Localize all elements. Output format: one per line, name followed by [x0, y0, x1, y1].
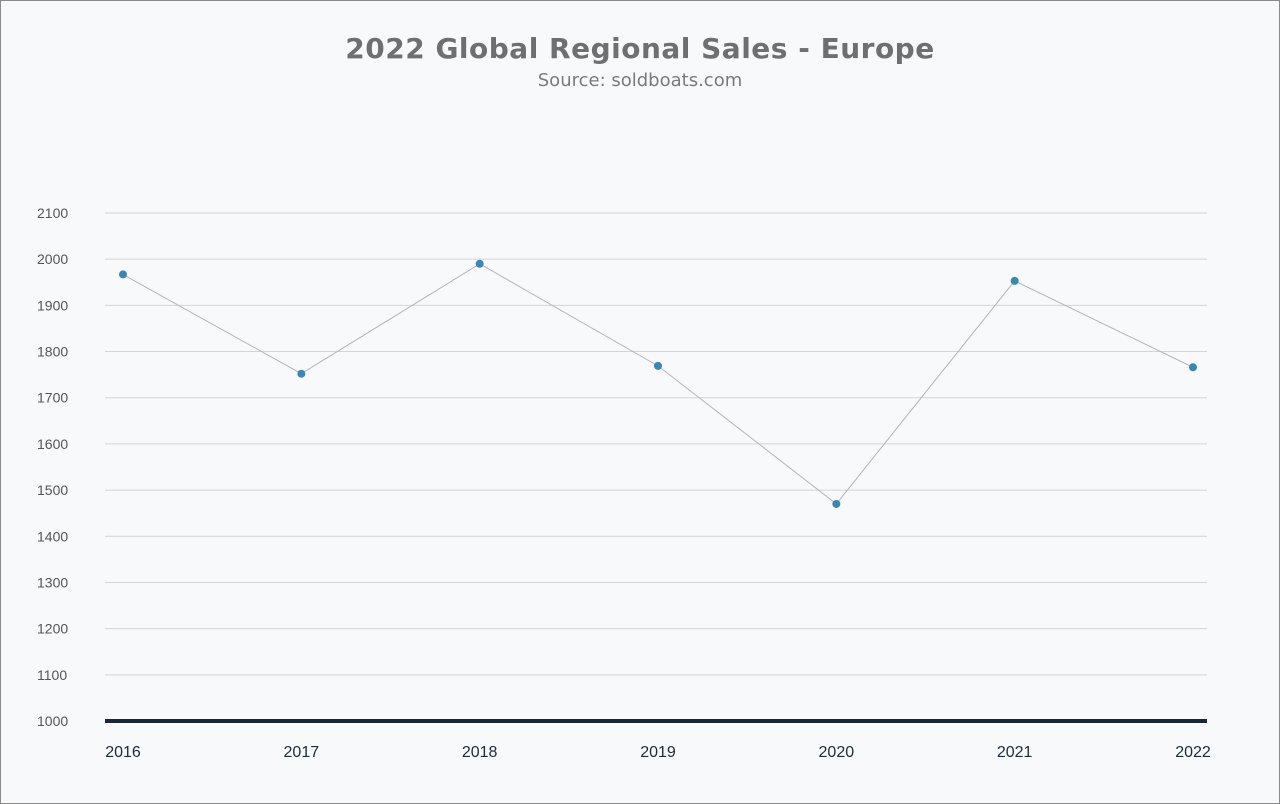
x-tick-label: 2022	[1175, 744, 1211, 761]
data-point	[475, 259, 484, 268]
x-tick-label: 2017	[284, 744, 320, 761]
x-tick-label: 2020	[819, 744, 855, 761]
x-tick-label: 2018	[462, 744, 498, 761]
series-points	[119, 259, 1197, 508]
y-tick-label: 1700	[37, 390, 68, 406]
chart-subtitle: Source: soldboats.com	[537, 70, 743, 91]
y-tick-label: 1900	[37, 297, 68, 313]
gridlines	[105, 212, 1207, 676]
y-axis-ticks: 1000 1100 1200 1300 1400 1500 1600 1700 1800 1900…	[37, 205, 68, 729]
y-tick-label: 1000	[37, 713, 68, 729]
y-tick-label: 1600	[37, 436, 68, 452]
data-point	[832, 499, 841, 508]
y-tick-label: 2100	[37, 205, 68, 221]
data-point	[1010, 276, 1019, 285]
y-tick-label: 1400	[37, 528, 68, 544]
data-point	[1189, 363, 1197, 372]
y-tick-label: 1200	[37, 621, 68, 637]
series-line-path	[122, 263, 1194, 505]
x-axis-ticks: 2016 2017 2018 2019 2020 2021 2022	[105, 744, 1211, 761]
chart-title: 2022 Global Regional Sales - Europe	[345, 32, 935, 65]
data-point	[297, 369, 306, 378]
y-tick-label: 1800	[37, 344, 68, 360]
y-tick-label: 1500	[37, 482, 68, 498]
data-point	[119, 270, 127, 279]
y-tick-label: 1100	[37, 667, 67, 683]
x-tick-label: 2016	[105, 744, 141, 761]
series-line	[122, 263, 1194, 505]
x-tick-label: 2019	[640, 744, 676, 761]
y-tick-label: 2000	[37, 251, 68, 267]
y-tick-label: 1300	[37, 574, 68, 590]
data-point	[654, 361, 662, 370]
x-tick-label: 2021	[997, 744, 1033, 761]
